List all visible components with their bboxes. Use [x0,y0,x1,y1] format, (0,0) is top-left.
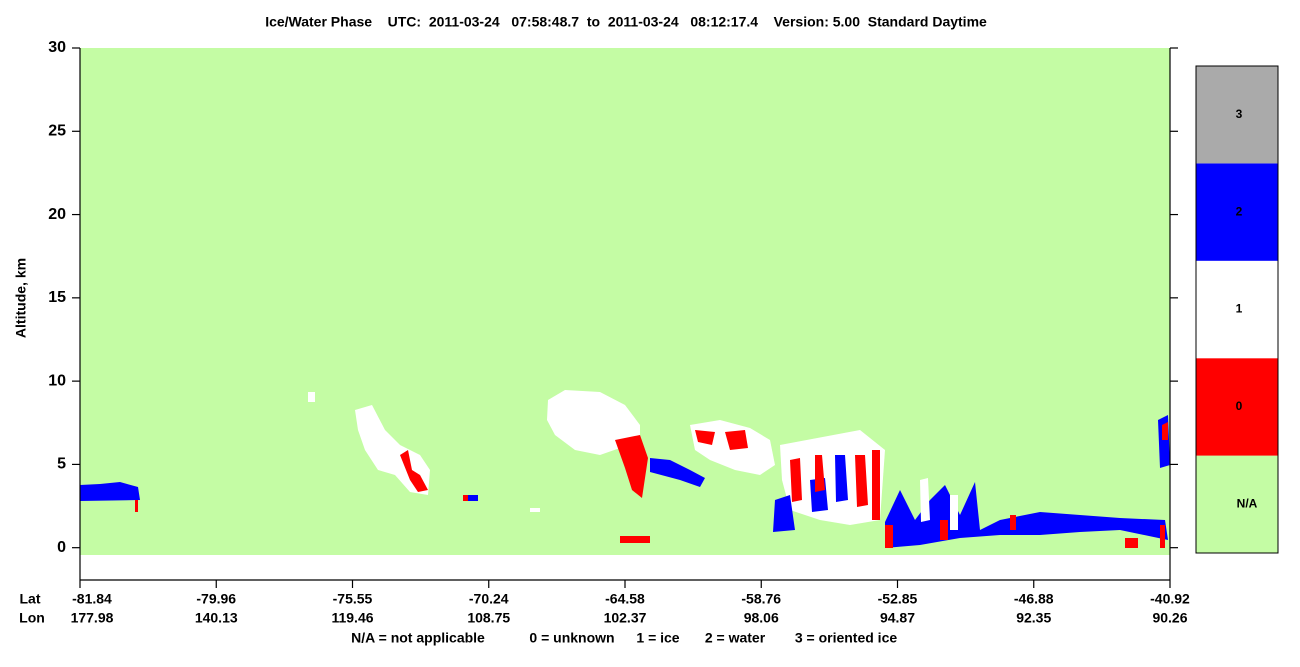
unknown-patch [1162,422,1168,440]
colorbar-label: 1 [1236,302,1243,316]
x-tick-lon: 140.13 [195,610,238,626]
unknown-patch [695,430,748,450]
legend-item: 2 = water [705,630,766,646]
y-tick-label: 15 [48,289,66,306]
water-layer [885,482,1168,548]
colorbar-label: 0 [1236,399,1243,413]
x-tick-lon: 90.26 [1152,610,1187,626]
x-tick-lon: 119.46 [331,610,373,626]
lat-row-label: Lat [20,591,41,607]
unknown-patch [135,500,138,512]
x-tick-lat: -64.58 [605,591,645,607]
water-patch [1158,415,1170,468]
water-patch [463,495,478,501]
unknown-patch [463,495,468,501]
colorbar-swatch [1196,358,1278,456]
ice-cloud [547,390,640,455]
plot-background [80,48,1170,555]
colorbar-swatch [1196,66,1278,164]
unknown-patch [620,536,650,543]
water-layer [650,458,705,487]
features [80,390,1170,548]
unknown-patch [790,450,880,520]
x-tick-lat: -79.96 [196,591,236,607]
x-tick-lat: -75.55 [333,591,373,607]
colorbar-label: N/A [1237,496,1258,510]
y-tick-label: 20 [48,206,66,223]
colorbar-label: 2 [1236,204,1243,218]
legend-item: 0 = unknown [529,630,614,646]
x-tick-lat: -70.24 [469,591,509,607]
water-layer [80,482,140,501]
ice-patch [308,392,315,402]
unknown-patch [885,515,1165,548]
y-axis-label: Altitude, km [13,258,29,338]
legend-item: 3 = oriented ice [795,630,898,646]
unknown-patch [615,435,648,498]
x-tick-lon: 94.87 [880,610,915,626]
x-tick-lon: 92.35 [1016,610,1051,626]
ice-patch [920,478,958,530]
legend-item: 1 = ice [636,630,679,646]
x-tick-lon: 98.06 [744,610,779,626]
colorbar-swatch [1196,455,1278,553]
x-tick-lon: 102.37 [604,610,647,626]
y-tick-label: 5 [57,456,66,473]
colorbar-label: 3 [1236,107,1243,121]
x-tick-lon: 177.98 [71,610,114,626]
colorbar-frame [1195,65,1279,554]
x-tick-lon: 108.75 [467,610,510,626]
water-patch [773,455,848,532]
y-tick-label: 25 [48,123,66,140]
x-tick-lat: -40.92 [1150,591,1190,607]
x-tick-lat: -52.85 [878,591,918,607]
y-tick-label: 0 [57,539,66,556]
y-tick-label: 30 [48,39,66,56]
x-tick-lat: -46.88 [1014,591,1054,607]
chart-title: Ice/Water Phase UTC: 2011-03-24 07:58:48… [265,14,987,30]
y-tick-label: 10 [48,372,66,389]
lon-row-label: Lon [19,610,45,626]
unknown-patch [400,450,428,492]
colorbar-swatch [1196,163,1278,261]
x-tick-lat: -81.84 [72,591,112,607]
legend-item: N/A = not applicable [351,630,485,646]
colorbar-swatch [1196,260,1278,359]
ice-patch [530,508,540,512]
x-tick-lat: -58.76 [741,591,781,607]
